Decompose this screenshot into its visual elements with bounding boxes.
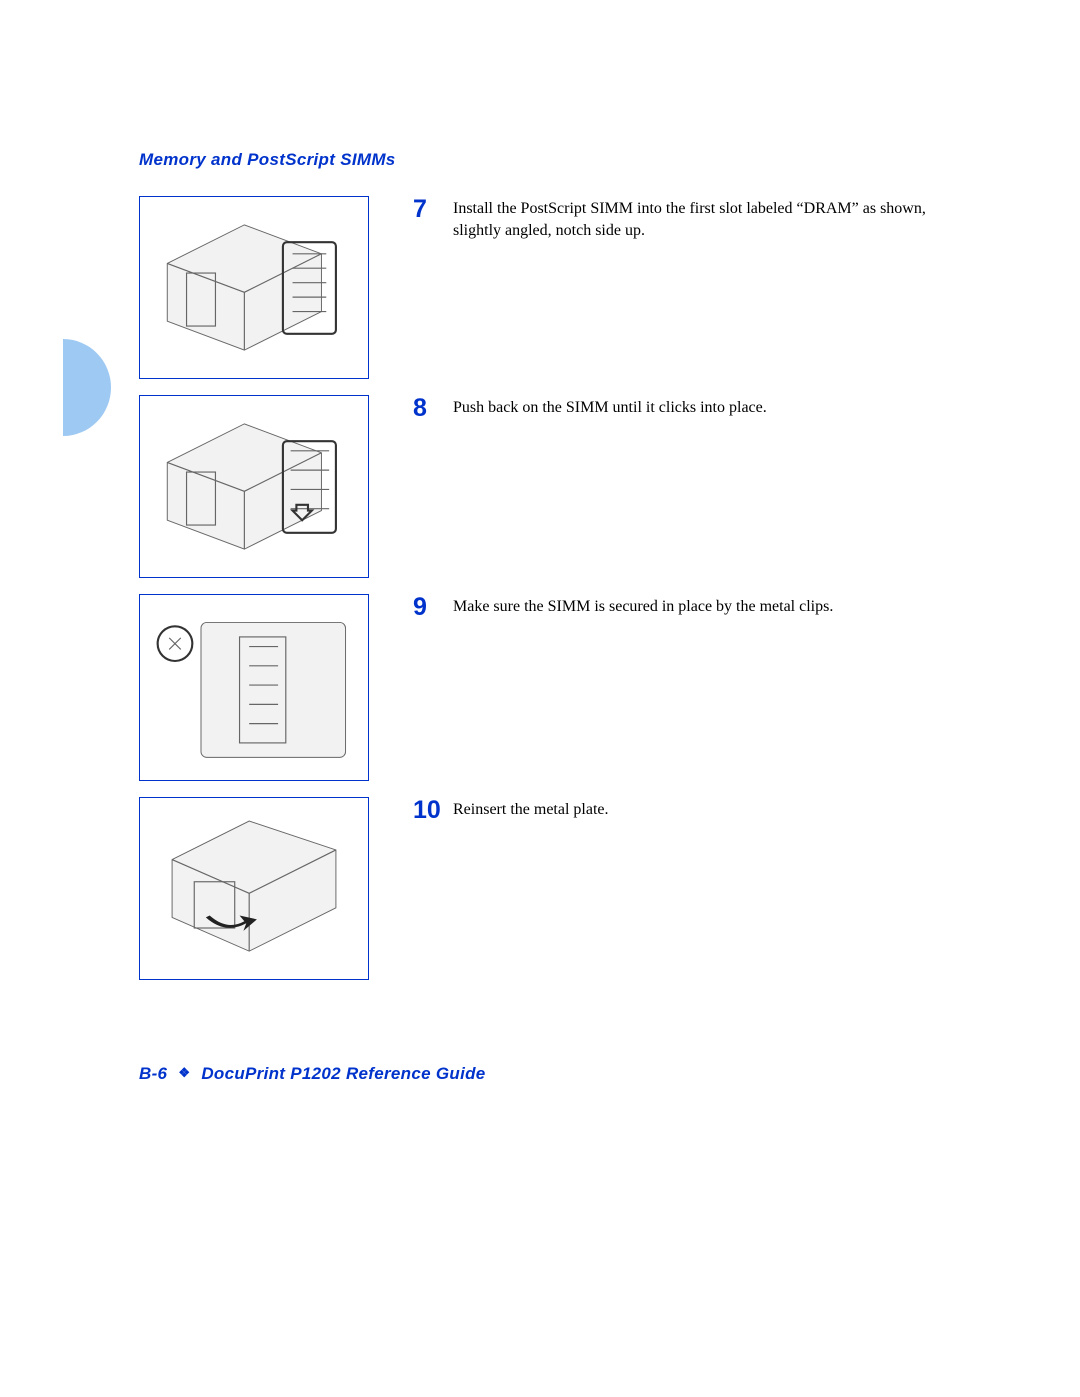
step-number: 10 (413, 797, 453, 823)
step-row-9: 9 Make sure the SIMM is secured in place… (139, 594, 949, 781)
footer-separator-icon: ❖ (178, 1065, 190, 1080)
page-footer: B-6 ❖ DocuPrint P1202 Reference Guide (139, 1064, 486, 1084)
footer-title: DocuPrint P1202 Reference Guide (201, 1064, 485, 1083)
step-row-7: 7 Install the PostScript SIMM into the f… (139, 196, 949, 379)
figure-step-10 (139, 797, 369, 980)
figure-step-9 (139, 594, 369, 781)
step-text: Install the PostScript SIMM into the fir… (453, 196, 949, 241)
footer-page: B-6 (139, 1064, 167, 1083)
step-number: 7 (413, 196, 453, 222)
step-text: Push back on the SIMM until it clicks in… (453, 395, 767, 419)
step-row-10: 10 Reinsert the metal plate. (139, 797, 949, 980)
figure-step-7 (139, 196, 369, 379)
step-text: Make sure the SIMM is secured in place b… (453, 594, 833, 618)
figure-step-8 (139, 395, 369, 578)
step-number: 8 (413, 395, 453, 421)
step-row-8: 8 Push back on the SIMM until it clicks … (139, 395, 949, 578)
steps-container: 7 Install the PostScript SIMM into the f… (139, 196, 949, 996)
step-text: Reinsert the metal plate. (453, 797, 609, 821)
thumb-tab (63, 339, 111, 436)
section-header: Memory and PostScript SIMMs (139, 150, 396, 170)
step-number: 9 (413, 594, 453, 620)
